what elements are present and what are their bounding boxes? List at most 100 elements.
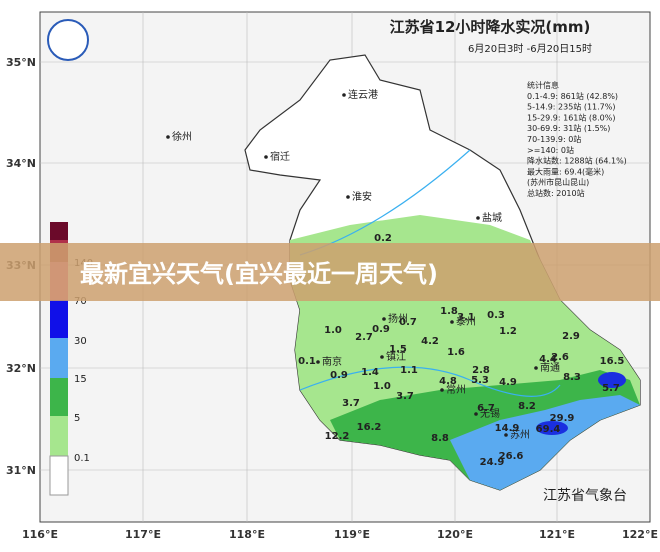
lat-label: 32°N	[6, 362, 36, 375]
lon-label: 117°E	[125, 528, 161, 541]
stat-line: 降水站数: 1288站 (64.1%)	[527, 156, 627, 166]
city-dot	[382, 317, 386, 321]
rain-area-blue	[450, 395, 640, 490]
legend-label: 15	[74, 374, 87, 385]
city-label: 扬州	[388, 312, 408, 325]
rainfall-label: 16.2	[357, 422, 382, 433]
stat-line: 30-69.9: 31站 (1.5%)	[527, 123, 610, 133]
lat-label: 31°N	[6, 464, 36, 477]
logo	[47, 19, 89, 61]
stat-line: 15-29.9: 161站 (8.0%)	[527, 112, 616, 122]
rainfall-label: 0.2	[374, 233, 392, 244]
rainfall-label: 5.7	[602, 383, 620, 394]
lat-label: 34°N	[6, 157, 36, 170]
river	[299, 366, 561, 397]
rainfall-label: 1.5	[389, 344, 407, 355]
rainfall-labels: 0.2 1.0 0.9 0.7 2.7 1.83.1 0.3 1.2 2.9 4.2 1.5 1.6 0…	[298, 233, 624, 468]
lon-label: 119°E	[334, 528, 370, 541]
rainfall-label: 29.9	[550, 413, 575, 424]
axis-labels: 35°N34°N33°N32°N31°N116°E117°E118°E119°E…	[6, 56, 658, 541]
rainfall-label: 1.1	[400, 365, 418, 376]
lon-label: 118°E	[229, 528, 265, 541]
city-dot	[534, 366, 538, 370]
city-label: 宿迁	[270, 150, 290, 163]
rainfall-label: 12.2	[325, 431, 350, 442]
rainfall-label: 1.4	[361, 367, 379, 378]
city-dot	[476, 216, 480, 220]
lon-label: 121°E	[539, 528, 575, 541]
city-dot	[166, 135, 170, 139]
rainfall-label: 16.5	[600, 356, 625, 367]
rainfall-label: 3.7	[396, 391, 414, 402]
city-label: 连云港	[348, 88, 378, 101]
title: 江苏省12小时降水实况(mm)	[390, 18, 591, 36]
city-label: 镇江	[386, 350, 406, 363]
lon-label: 120°E	[437, 528, 473, 541]
rainfall-label: 8.3	[563, 372, 581, 383]
footer: 江苏省气象台	[543, 488, 627, 504]
city-label: 徐州	[172, 130, 192, 143]
rainfall-label: 4.4	[539, 354, 557, 365]
city-dot	[264, 155, 268, 159]
city-label: 盐城	[482, 211, 502, 224]
city-dot	[504, 433, 508, 437]
rainfall-label: 8.8	[431, 433, 449, 444]
city-dot	[342, 93, 346, 97]
rainfall-label: 3.1	[457, 312, 475, 323]
rain-area-dark	[598, 372, 626, 388]
rainfall-label: 1.6	[447, 347, 465, 358]
stat-line: 0.1-4.9: 861站 (42.8%)	[527, 91, 618, 101]
rainfall-label: 4.8	[439, 376, 457, 387]
rainfall-label: 69.4	[536, 424, 561, 435]
rainfall-label: 26.6	[499, 451, 524, 462]
banner-bg	[0, 243, 660, 301]
city-label: 苏州	[510, 428, 530, 441]
city-dot	[474, 412, 478, 416]
rainfall-label: 2.8	[472, 365, 490, 376]
rainfall-label: 4.9	[499, 377, 517, 388]
rainfall-label: 6.7	[477, 403, 495, 414]
rainfall-label: 4.2	[421, 336, 439, 347]
stat-line: >=140: 0站	[527, 145, 574, 155]
stat-line: 5-14.9: 235站 (11.7%)	[527, 102, 616, 112]
rainfall-label: 2.9	[562, 331, 580, 342]
rainfall-label: 1.0	[373, 381, 391, 392]
rainfall-label: 24.9	[480, 457, 505, 468]
rain-area-dark	[536, 421, 568, 435]
legend-label: 30	[74, 336, 87, 347]
city-label: 无锡	[480, 407, 500, 420]
rainfall-label: 0.9	[372, 324, 390, 335]
stat-line: (苏州市昆山昆山)	[527, 177, 589, 187]
rainfall-label: 8.2	[518, 401, 536, 412]
city-dot	[346, 195, 350, 199]
rainfall-label: 0.7	[399, 317, 417, 328]
lat-label: 35°N	[6, 56, 36, 69]
stat-line: 统计信息	[527, 80, 559, 90]
rainfall-label: 0.1	[298, 356, 316, 367]
rainfall-label: 14.9	[495, 423, 520, 434]
rainfall-label: 0.3	[487, 310, 505, 321]
legend-label: 5	[74, 413, 80, 424]
legend-label: 70	[74, 296, 87, 307]
rainfall-label: 1.8	[440, 306, 458, 317]
rainfall-label: 2.7	[355, 332, 373, 343]
city-label: 南通	[540, 361, 560, 374]
city-dot	[316, 360, 320, 364]
subtitle: 6月20日3时 -6月20日15时	[468, 43, 592, 55]
stat-line: 总站数: 2010站	[527, 188, 585, 198]
city-label: 常州	[446, 383, 466, 396]
city-dot	[450, 320, 454, 324]
city-dot	[380, 355, 384, 359]
rainfall-label: 0.9	[330, 370, 348, 381]
rainfall-label: 3.7	[342, 398, 360, 409]
city-label: 泰州	[456, 315, 476, 328]
stat-line: 70-139.9: 0站	[527, 134, 581, 144]
rainfall-label: 1.0	[324, 325, 342, 336]
city-dot	[440, 388, 444, 392]
banner: 最新宜兴天气(宜兴最近一周天气)	[80, 260, 438, 288]
rainfall-label: 5.3	[471, 375, 489, 386]
lon-label: 116°E	[22, 528, 58, 541]
